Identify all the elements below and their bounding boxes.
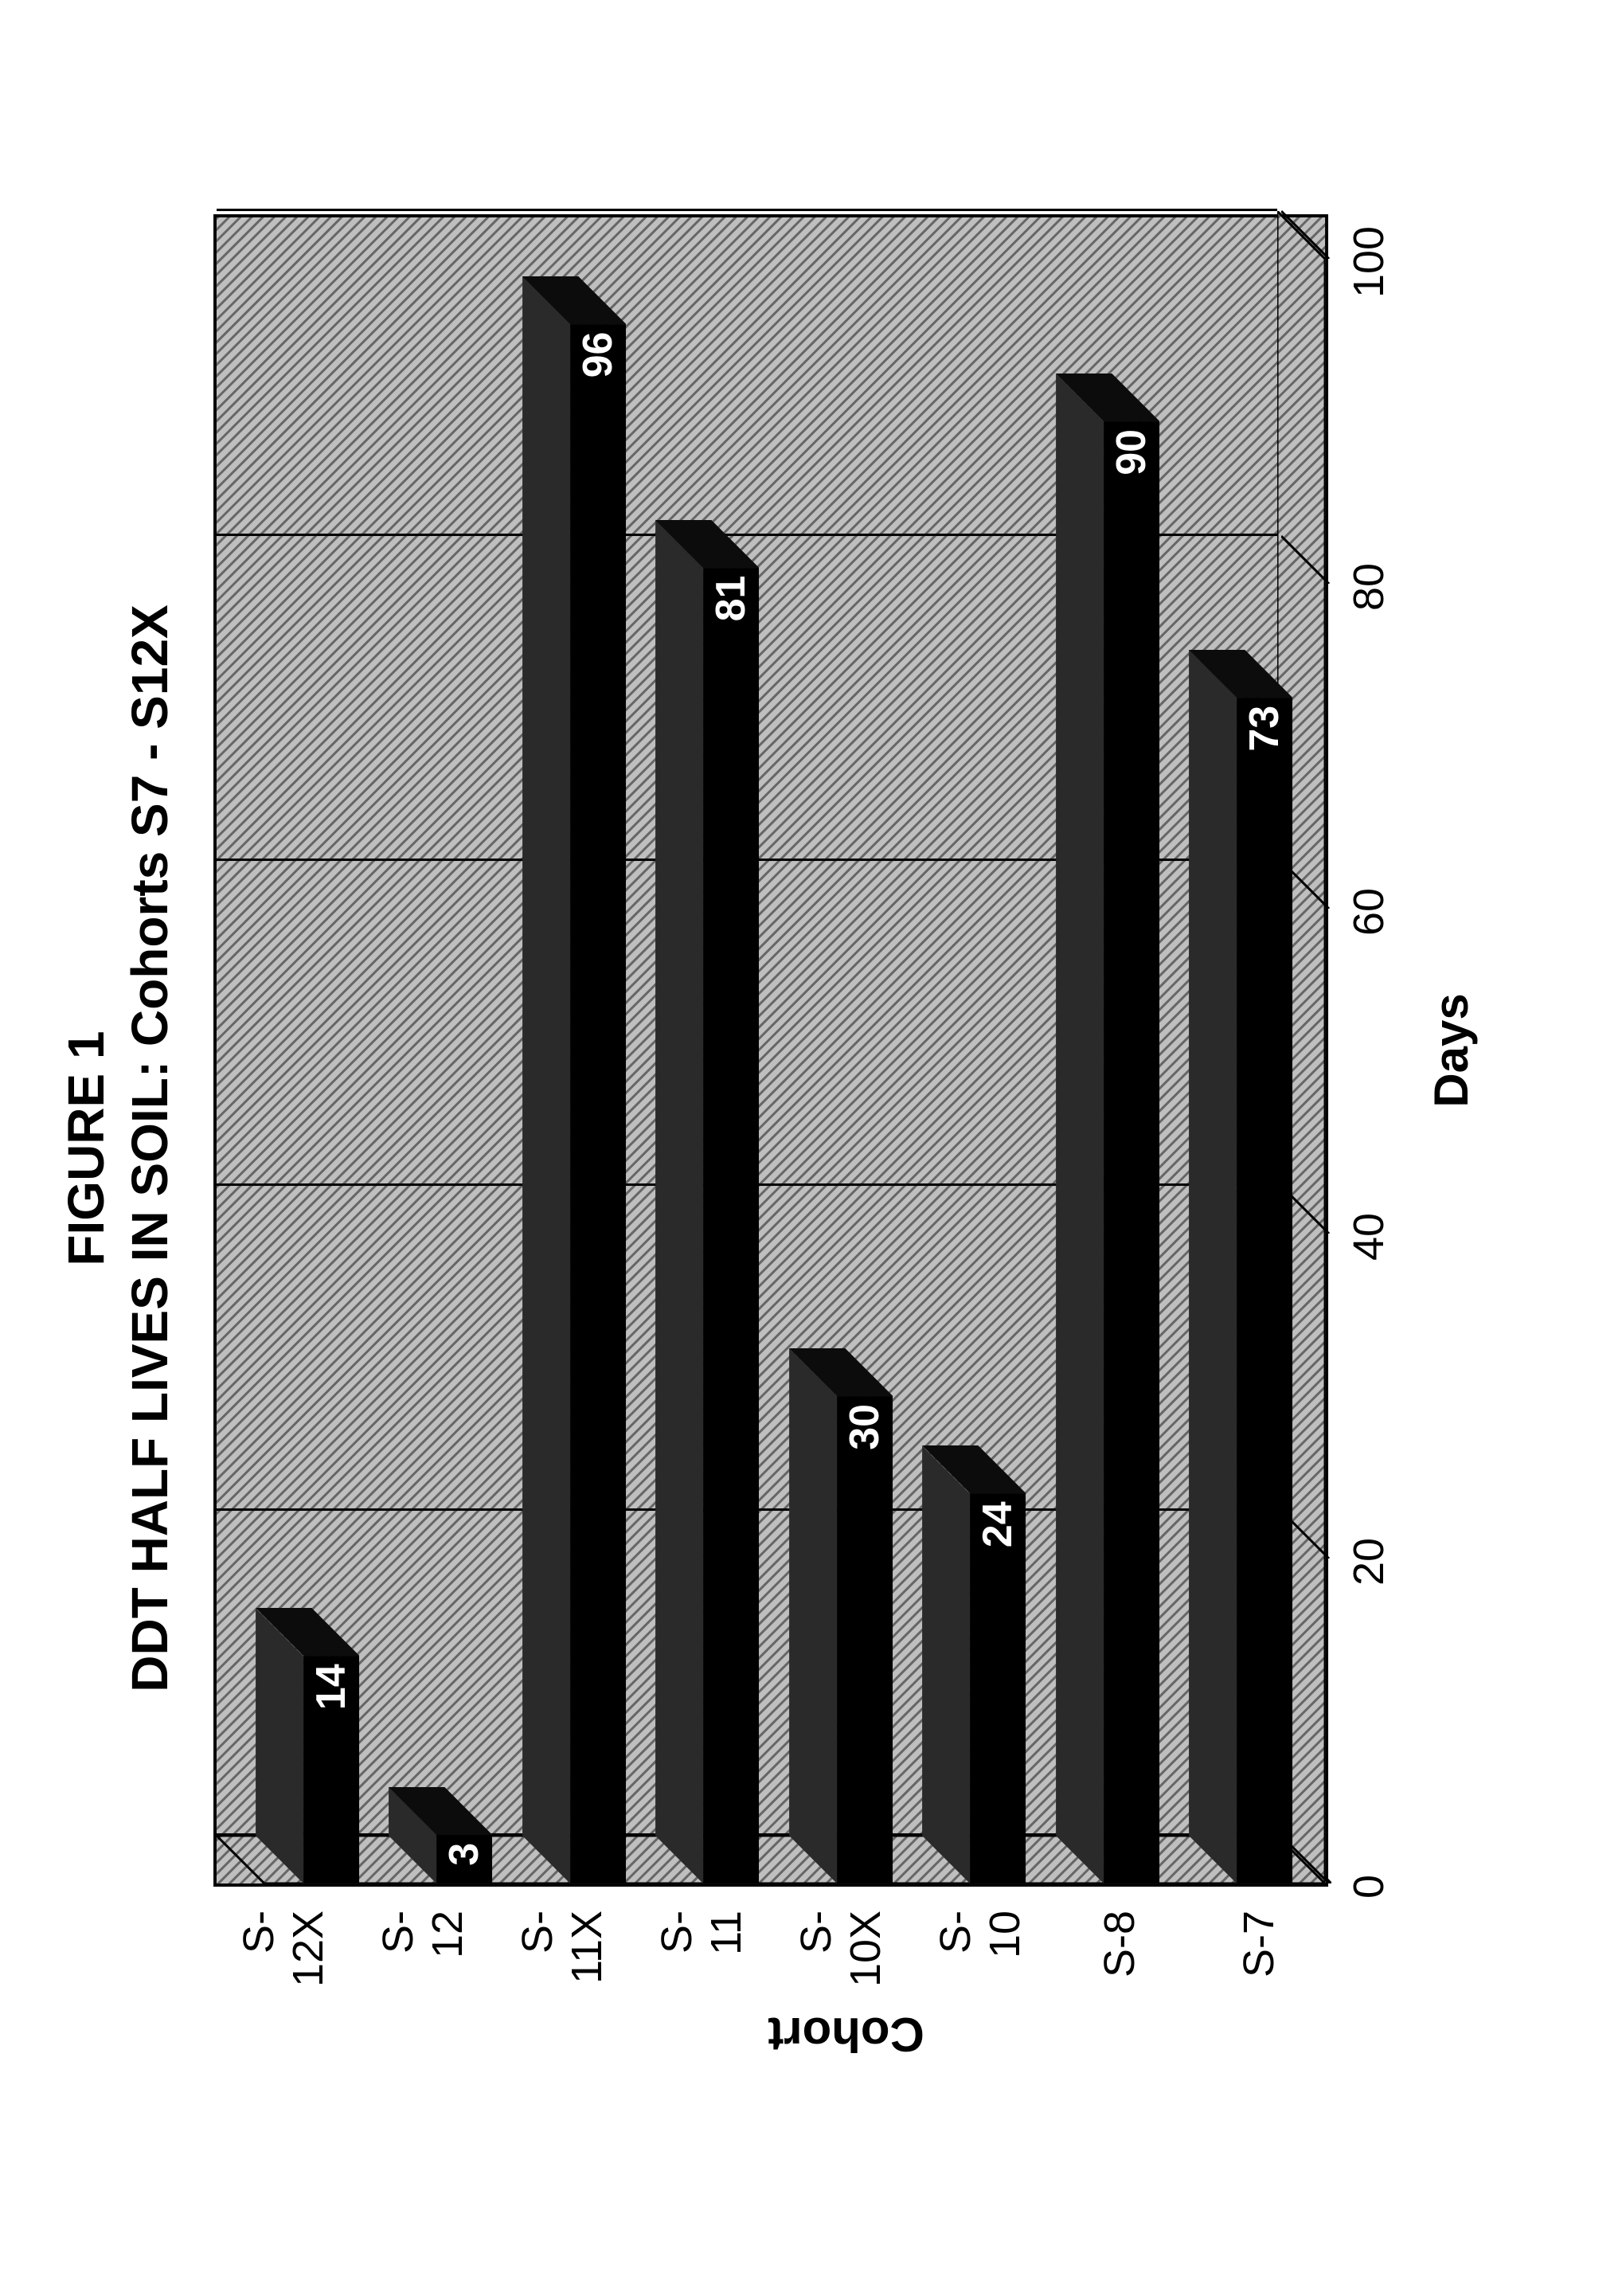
chart-container: FIGURE 1 DDT HALF LIVES IN SOIL: Cohorts…	[55, 213, 1568, 2082]
bar: 81	[704, 567, 760, 1883]
y-axis-label-wrap: Cohort	[214, 1987, 1479, 2083]
bar-value-label: 24	[975, 1501, 1022, 1547]
x-tick-label: 80	[1345, 562, 1394, 610]
y-tick-label: S-11	[635, 1910, 768, 1986]
chart-title-line1: FIGURE 1	[55, 604, 119, 1692]
bar-value-label: 96	[574, 331, 622, 377]
bar-value-label: 90	[1108, 428, 1155, 475]
y-tick-label: S-12	[356, 1910, 490, 1986]
y-tick-label: S-10	[913, 1910, 1047, 1986]
x-tick-label: 60	[1345, 887, 1394, 935]
bar-value-label: 14	[307, 1664, 355, 1710]
x-tick-label: 0	[1345, 1874, 1394, 1898]
chart-title-block: FIGURE 1 DDT HALF LIVES IN SOIL: Cohorts…	[55, 604, 182, 1692]
bar: 24	[971, 1493, 1026, 1883]
y-tick-label: S-7	[1192, 1910, 1326, 1986]
bar: 14	[303, 1656, 359, 1883]
x-axis-label: Days	[1425, 213, 1479, 1886]
bar: 73	[1237, 697, 1293, 1883]
chart-body: Cohort S-12XS-12S-11XS-11S-10XS-10S-8S-7…	[214, 213, 1479, 2082]
bar: 3	[437, 1834, 493, 1883]
y-axis-label: Cohort	[768, 2007, 925, 2062]
bar: 96	[570, 323, 626, 1883]
y-tick-label: S-10X	[774, 1910, 908, 1986]
bars-layer: 14 3 96 81 30 24 90 73	[217, 217, 1326, 1883]
x-tick-label: 100	[1345, 225, 1394, 297]
x-tick-label: 20	[1345, 1537, 1394, 1585]
bar-value-label: 30	[841, 1403, 889, 1449]
bar-value-label: 3	[441, 1842, 489, 1865]
x-tick-label: 40	[1345, 1212, 1394, 1260]
y-axis-tick-labels: S-12XS-12S-11XS-11S-10XS-10S-8S-7	[214, 1886, 1329, 1986]
y-tick-label: S-11X	[495, 1910, 629, 1986]
y-tick-label: S-12X	[217, 1910, 350, 1986]
bar: 30	[837, 1395, 893, 1883]
bar-value-label: 73	[1241, 705, 1289, 751]
x-axis-tick-labels: 020406080100	[1345, 213, 1401, 1886]
bar-value-label: 81	[708, 575, 756, 621]
chart-title-line2: DDT HALF LIVES IN SOIL: Cohorts S7 - S12…	[119, 604, 182, 1692]
axes-column: 143968130249073 020406080100 Days	[214, 213, 1479, 1886]
plot-area: 14 3 96 81 30 24 90 73	[214, 213, 1329, 1886]
bar: 90	[1104, 420, 1159, 1883]
y-tick-label: S-8	[1053, 1910, 1186, 1986]
